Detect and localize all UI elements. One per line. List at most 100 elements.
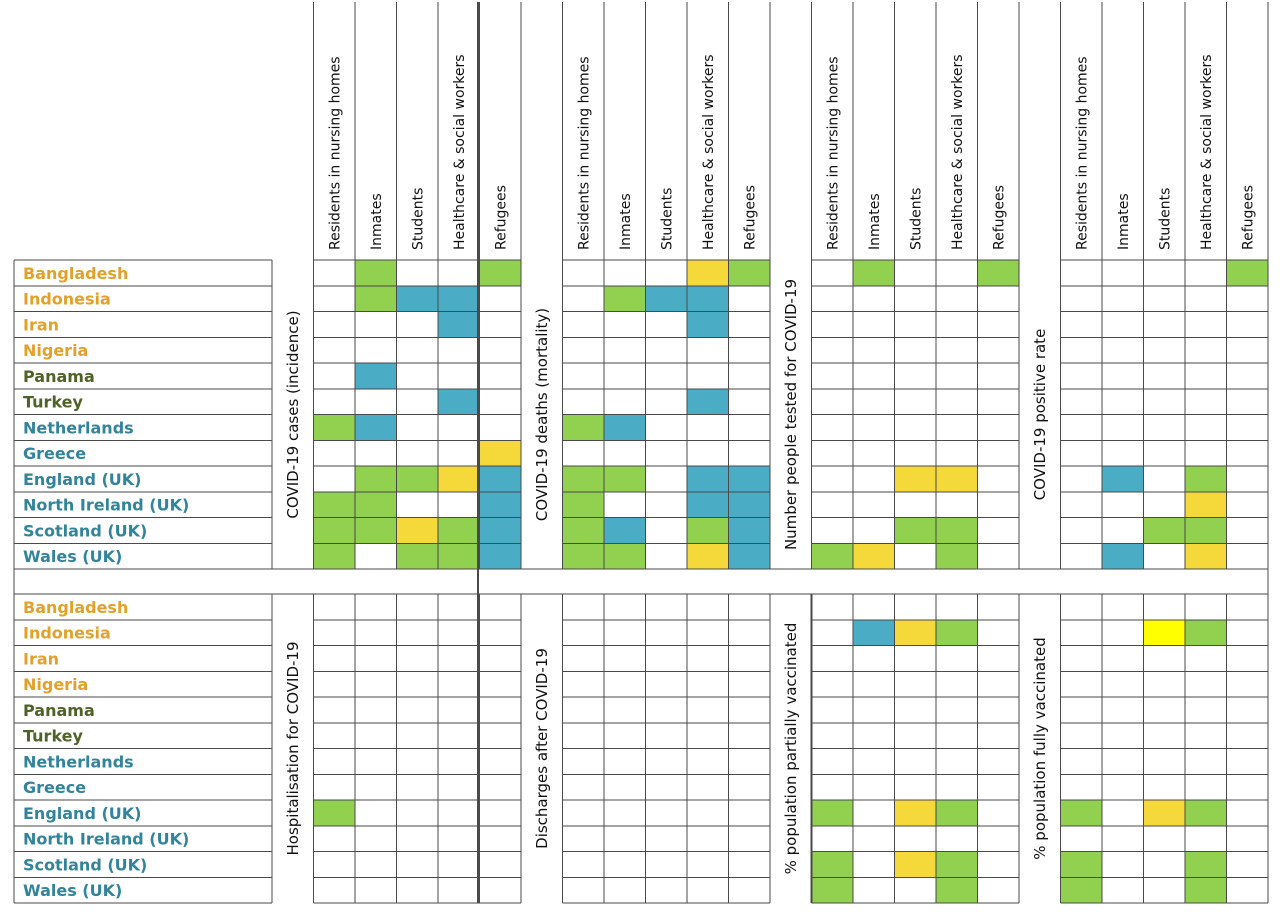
indicator-cell <box>355 285 397 312</box>
indicator-cell <box>479 517 521 544</box>
indicator-cell <box>853 260 895 286</box>
indicator-cell <box>1185 543 1227 569</box>
country-label: England (UK) <box>23 470 141 489</box>
indicator-cell <box>1102 543 1144 569</box>
country-label: Indonesia <box>23 290 111 309</box>
indicator-cell <box>1060 851 1102 878</box>
indicator-cell <box>645 285 687 312</box>
indicator-cell <box>936 877 978 903</box>
indicator-cell <box>1143 517 1185 544</box>
metric-label: COVID-19 deaths (mortality) <box>533 308 551 521</box>
column-header: Healthcare & social workers <box>1199 54 1215 250</box>
indicator-cell <box>313 543 355 569</box>
indicator-cell <box>604 285 646 312</box>
metric-label: COVID-19 cases (incidence) <box>284 310 302 518</box>
indicator-cell <box>562 543 604 569</box>
indicator-cell <box>894 619 936 646</box>
country-label: Scotland (UK) <box>23 855 147 874</box>
indicator-cell <box>604 517 646 544</box>
country-label: Bangladesh <box>23 598 128 617</box>
indicator-cell <box>479 440 521 466</box>
column-header: Residents in nursing homes <box>576 56 592 250</box>
column-header: Refugees <box>742 185 758 250</box>
indicator-cell <box>438 517 480 544</box>
indicator-cell <box>728 543 770 569</box>
indicator-cell <box>438 543 480 569</box>
indicator-cell <box>936 466 978 492</box>
indicator-cell <box>811 800 853 826</box>
column-header: Students <box>908 188 924 250</box>
indicator-cell <box>604 414 646 441</box>
indicator-cell <box>355 414 397 441</box>
indicator-cell <box>936 543 978 569</box>
country-label: England (UK) <box>23 804 141 823</box>
indicator-cell <box>479 260 521 286</box>
indicator-cell <box>1185 619 1227 646</box>
indicator-cell <box>687 388 729 415</box>
country-label: Nigeria <box>23 341 88 360</box>
column-header: Refugees <box>493 185 509 250</box>
metric-label: Number people tested for COVID-19 <box>782 279 800 550</box>
indicator-cell <box>1185 491 1227 518</box>
indicator-cell <box>894 466 936 492</box>
indicator-cell <box>479 543 521 569</box>
indicator-cell <box>811 851 853 878</box>
column-header: Students <box>659 188 675 250</box>
indicator-cell <box>604 466 646 492</box>
indicator-cell <box>811 543 853 569</box>
indicator-cell <box>355 517 397 544</box>
indicator-cell <box>728 260 770 286</box>
column-header: Refugees <box>1240 185 1256 250</box>
indicator-cell <box>438 388 480 415</box>
column-header: Residents in nursing homes <box>327 56 343 250</box>
country-label: North Ireland (UK) <box>23 496 189 515</box>
country-label: Panama <box>23 701 95 720</box>
indicator-cell <box>438 466 480 492</box>
country-label: Indonesia <box>23 624 111 643</box>
indicator-cell <box>894 800 936 826</box>
indicator-cell <box>687 285 729 312</box>
indicator-cell <box>687 491 729 518</box>
indicator-cell <box>396 543 438 569</box>
indicator-cell <box>313 491 355 518</box>
country-label: Turkey <box>23 393 84 412</box>
indicator-cell <box>313 517 355 544</box>
country-label: Panama <box>23 367 95 386</box>
country-label: North Ireland (UK) <box>23 830 189 849</box>
country-label: Iran <box>23 315 59 334</box>
indicator-cell <box>853 543 895 569</box>
indicator-cell <box>479 466 521 492</box>
indicator-cell <box>396 517 438 544</box>
column-header: Students <box>410 188 426 250</box>
country-label: Greece <box>23 778 86 797</box>
indicator-cell <box>687 466 729 492</box>
country-label: Turkey <box>23 727 84 746</box>
indicator-cell <box>1185 800 1227 826</box>
indicator-cell <box>562 466 604 492</box>
indicator-cell <box>1185 877 1227 903</box>
column-header: Healthcare & social workers <box>452 54 468 250</box>
country-label: Netherlands <box>23 752 134 771</box>
indicator-cell <box>355 491 397 518</box>
indicator-cell <box>1185 851 1227 878</box>
indicator-cell <box>811 877 853 903</box>
indicator-cell <box>894 517 936 544</box>
indicator-cell <box>562 414 604 441</box>
indicator-cell <box>936 800 978 826</box>
indicator-cell <box>355 260 397 286</box>
metric-label: % population partially vaccinated <box>782 623 800 875</box>
indicator-cell <box>438 285 480 312</box>
column-header: Inmates <box>618 193 634 250</box>
indicator-cell <box>604 543 646 569</box>
column-header: Refugees <box>991 185 1007 250</box>
indicator-cell <box>313 800 355 826</box>
indicator-cell <box>1185 517 1227 544</box>
indicator-cell <box>396 285 438 312</box>
indicator-cell <box>936 517 978 544</box>
indicator-cell <box>396 466 438 492</box>
indicator-cell <box>1226 260 1268 286</box>
indicator-cell <box>1143 800 1185 826</box>
indicator-cell <box>1102 466 1144 492</box>
column-header: Students <box>1157 188 1173 250</box>
country-label: Wales (UK) <box>23 547 122 566</box>
